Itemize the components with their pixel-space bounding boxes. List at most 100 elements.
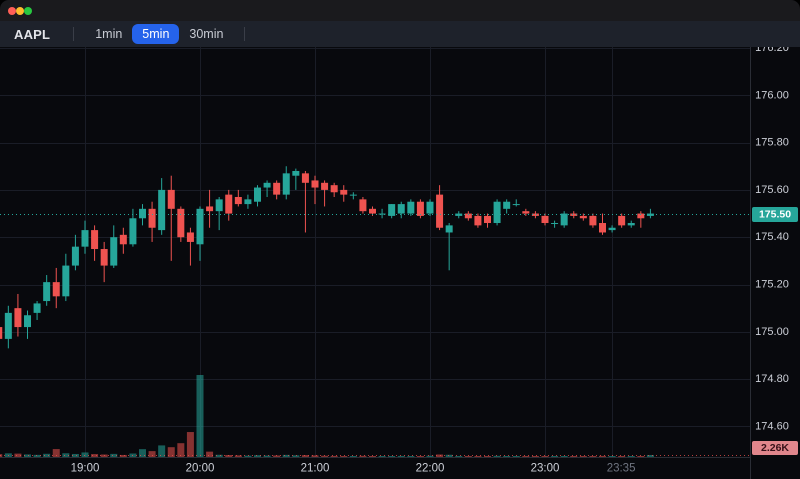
volume-bar: [138, 449, 146, 457]
time-tick-label: 23:00: [531, 463, 560, 475]
candle-body: [397, 204, 405, 214]
candle-body: [177, 208, 185, 238]
volume-bar: [618, 456, 626, 457]
price-tick-label: 175.20: [755, 279, 789, 291]
symbol-label: AAPL: [14, 26, 51, 42]
time-tick-label: 23:35: [607, 463, 636, 475]
close-button[interactable]: [8, 6, 16, 15]
candle-body: [407, 201, 415, 214]
volume-bar: [426, 455, 434, 457]
time-tick-label: 19:00: [71, 463, 100, 475]
candle-body: [244, 199, 252, 205]
candle-body: [618, 215, 626, 226]
candle-body: [531, 213, 539, 216]
volume-bar: [368, 456, 376, 457]
last-price-badge: [752, 207, 798, 222]
candle-body: [503, 201, 511, 209]
candle-body: [129, 218, 137, 245]
candle-body: [43, 282, 51, 302]
candle-body: [71, 246, 79, 266]
volume-bar: [158, 445, 166, 457]
volume-bar: [407, 456, 415, 457]
volume-bar: [445, 454, 453, 457]
candle-body: [378, 213, 386, 215]
volume-bar: [378, 456, 386, 457]
candle-body: [110, 237, 118, 266]
window-controls: [8, 2, 32, 20]
candle-body: [560, 213, 568, 226]
timeframe-button-5min[interactable]: 5min: [132, 24, 180, 44]
volume-bar: [263, 455, 271, 457]
volume-bar: [206, 451, 214, 457]
candle-body: [91, 230, 99, 250]
candle-body: [215, 199, 223, 212]
volume-bar: [321, 455, 329, 457]
candle-body: [512, 204, 520, 206]
candle-body: [167, 189, 175, 209]
candle-body: [464, 213, 472, 219]
candle-body: [273, 182, 281, 195]
volume-bar: [177, 443, 185, 457]
volume-bar: [330, 455, 338, 457]
volume-bar: [91, 454, 99, 457]
volume-bar: [340, 456, 348, 457]
price-tick-label: 175.60: [755, 184, 789, 196]
volume-bar: [589, 456, 597, 457]
volume-bar: [110, 453, 118, 457]
candle-body: [0, 327, 3, 339]
volume-bar: [388, 456, 396, 457]
candle-body: [368, 208, 376, 214]
candle-body: [349, 194, 357, 196]
price-chart[interactable]: 176.20 176.00 175.80 175.60 175.40 175.20 175.…: [0, 47, 800, 479]
time-tick-label: 22:00: [416, 463, 445, 475]
volume-bar: [627, 456, 635, 457]
candle-body: [551, 223, 559, 225]
volume-bar: [522, 456, 530, 457]
volume-bar: [43, 453, 51, 457]
candle-body: [493, 201, 501, 224]
volume-bar: [503, 456, 511, 457]
volume-bar: [560, 456, 568, 457]
volume-bar: [234, 455, 242, 457]
candle-body: [14, 308, 22, 328]
zoom-button[interactable]: [24, 6, 32, 15]
candle-body: [579, 215, 587, 219]
candle-body: [282, 173, 290, 195]
candle-body: [81, 230, 89, 247]
candle-body: [158, 189, 166, 231]
volume-bar: [225, 455, 233, 457]
candle-body: [148, 208, 156, 228]
titlebar[interactable]: [0, 0, 800, 21]
chart-background: [0, 47, 800, 479]
minimize-button[interactable]: [16, 6, 24, 15]
candle-body: [522, 211, 530, 214]
last-volume-label: 2.26K: [761, 442, 789, 454]
candle-body: [253, 187, 261, 202]
volume-bar: [436, 454, 444, 457]
candle-body: [311, 180, 319, 188]
candle-body: [637, 213, 645, 219]
timeframe-button-1min[interactable]: 1min: [85, 24, 132, 44]
candle-body: [646, 213, 654, 216]
volume-bar: [397, 455, 405, 457]
volume-bar: [637, 456, 645, 457]
candle-body: [263, 182, 271, 188]
last-volume-badge: [752, 441, 798, 455]
timeframe-button-group: 1min 5min 30min: [85, 24, 233, 44]
volume-bar: [483, 456, 491, 457]
volume-bar: [196, 375, 204, 457]
candle-body: [483, 215, 491, 224]
volume-bar: [52, 449, 60, 457]
timeframe-button-30min[interactable]: 30min: [179, 24, 233, 44]
volume-bar: [24, 454, 32, 457]
volume-bar: [598, 455, 606, 457]
price-tick-label: 176.00: [755, 89, 789, 101]
volume-bar: [71, 453, 79, 457]
candle-body: [330, 185, 338, 193]
candle-body: [589, 215, 597, 226]
candle-body: [62, 265, 70, 297]
candle-body: [340, 189, 348, 195]
candle-body: [206, 206, 214, 212]
price-tick-label: 174.60: [755, 420, 789, 432]
volume-bar: [292, 455, 300, 457]
